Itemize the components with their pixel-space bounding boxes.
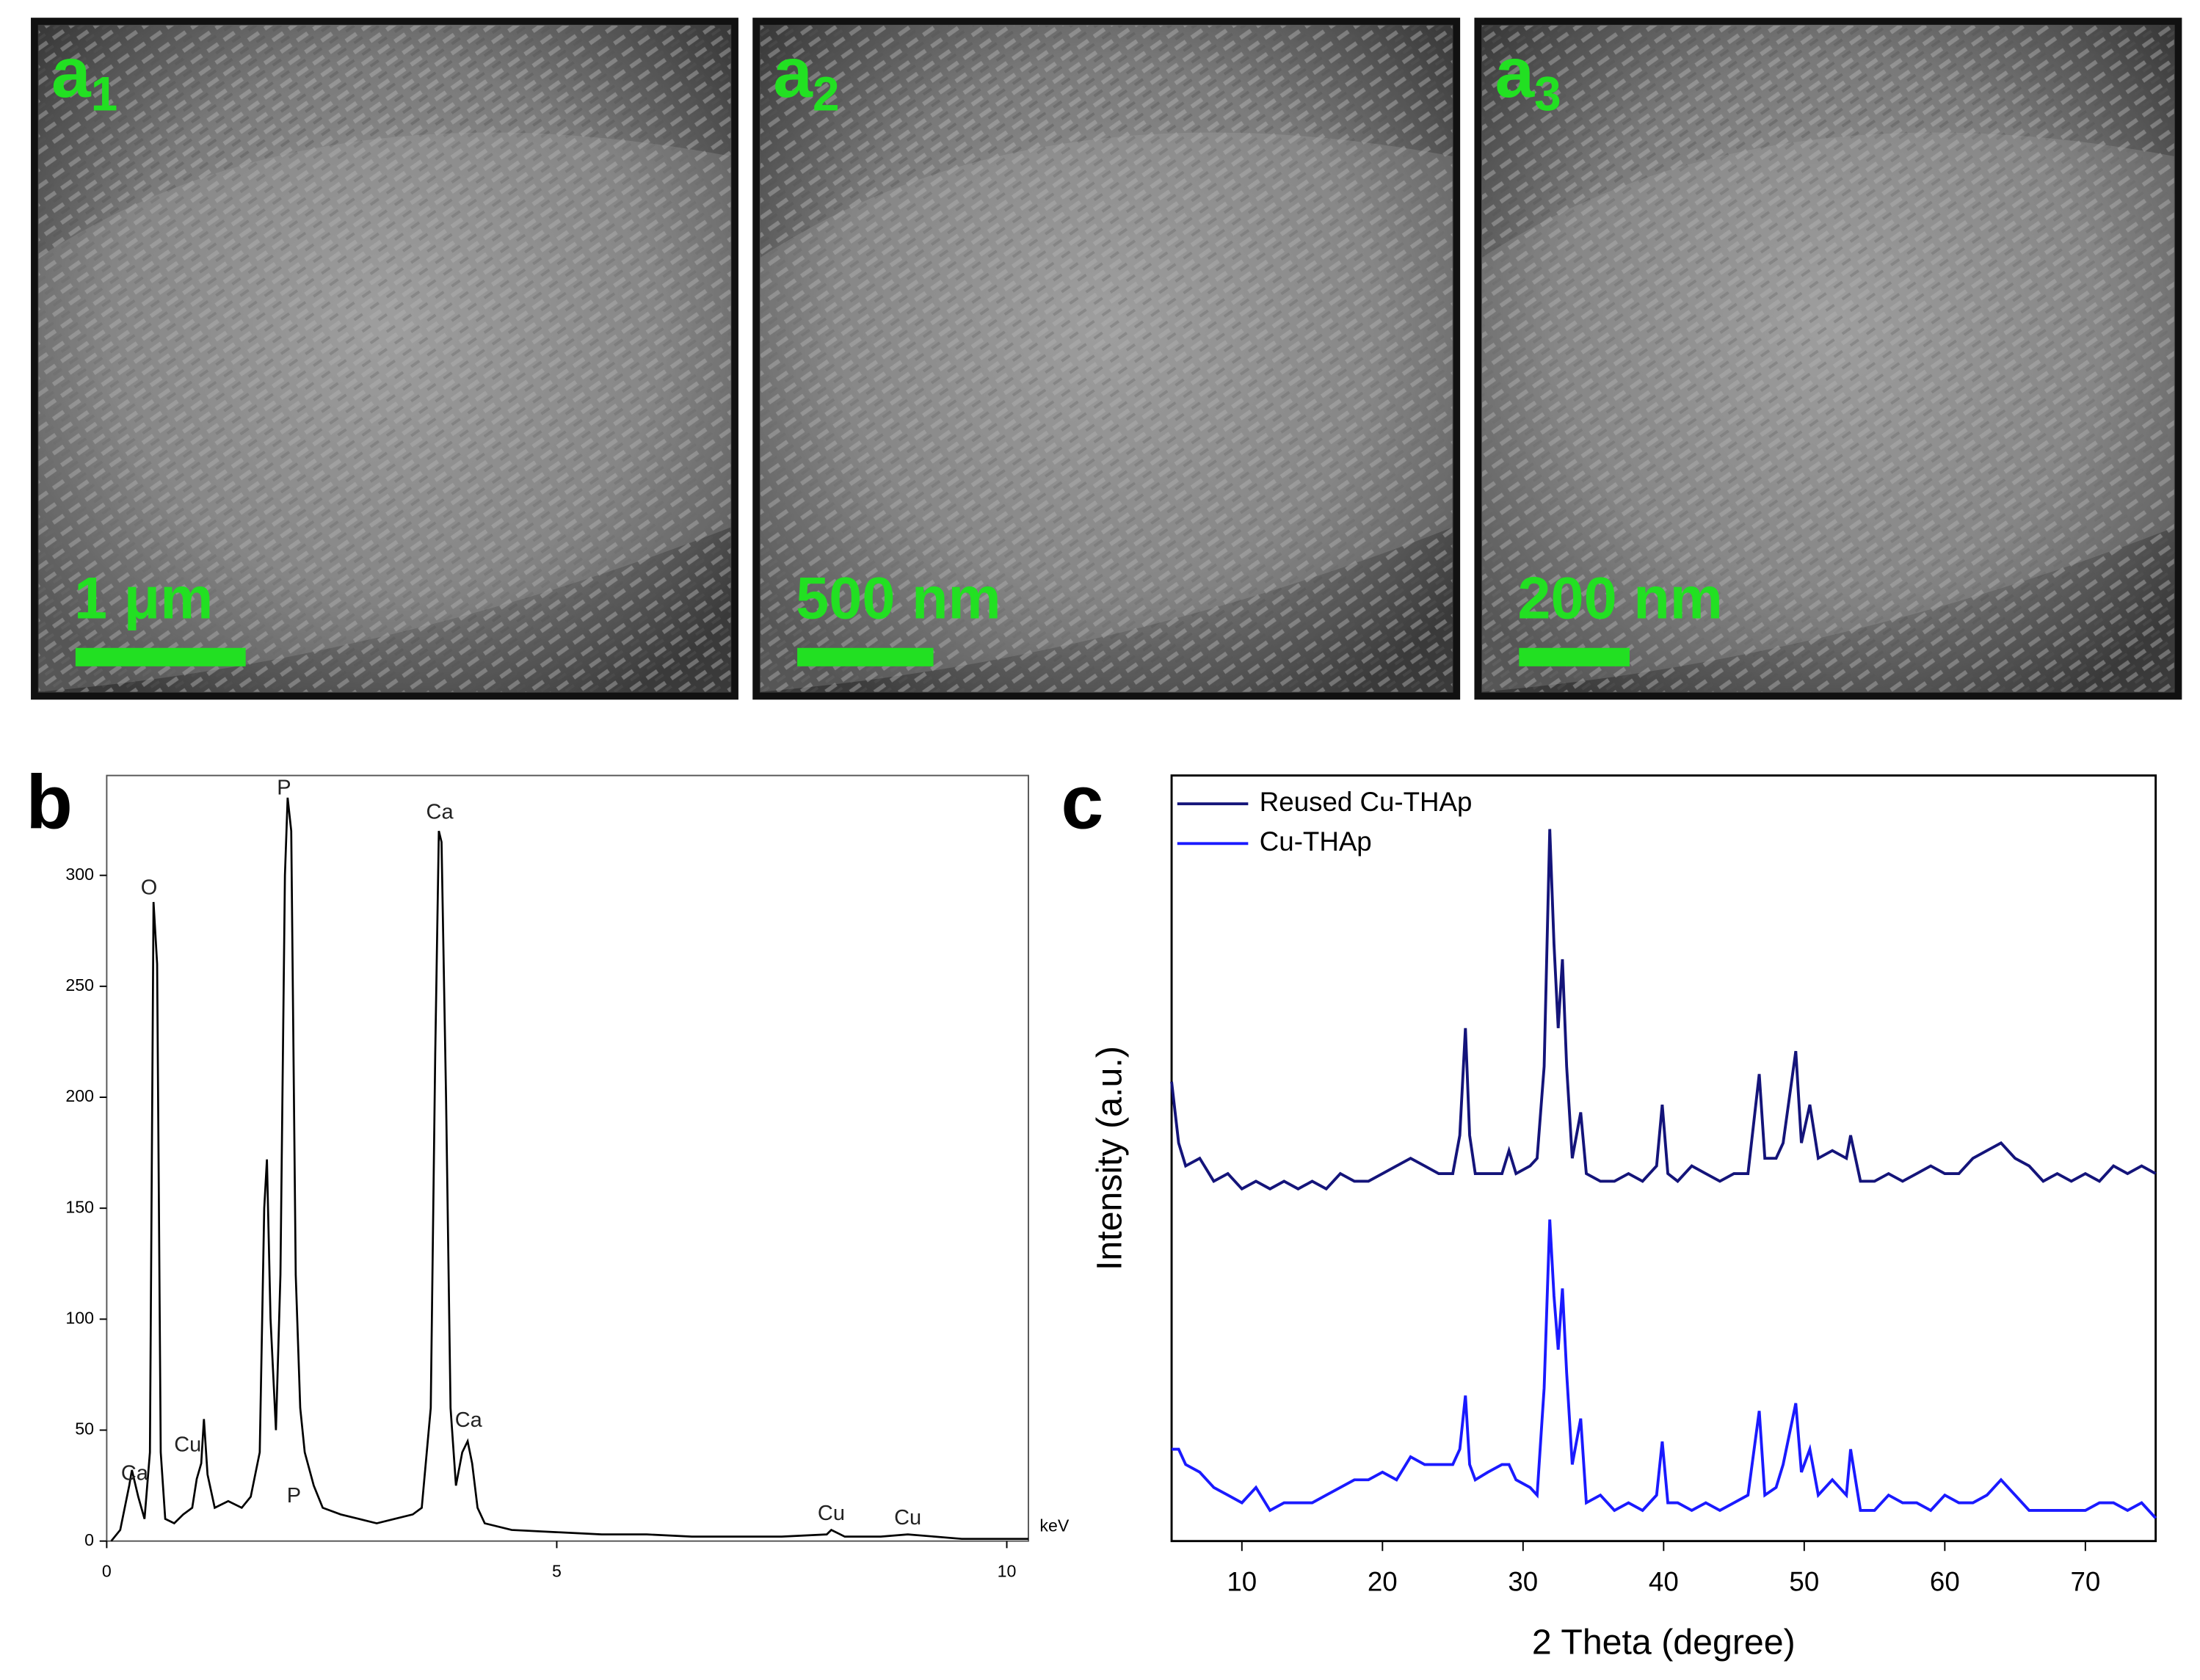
sem-texture	[38, 25, 731, 692]
x-tick-label: 10	[998, 1561, 1017, 1580]
scale-bar-label: 200 nm	[1517, 565, 1723, 631]
sem-fiber	[760, 132, 1453, 692]
y-axis-label: Intensity (a.u.)	[1090, 1046, 1130, 1270]
x-tick-label: 60	[1930, 1566, 1960, 1596]
peak-label: Ca	[121, 1462, 149, 1486]
panel-label: a1	[51, 34, 117, 121]
x-tick-label: 30	[1508, 1566, 1538, 1596]
sem-fiber	[38, 132, 731, 692]
peak-label: Ca	[426, 801, 454, 824]
series-line	[1170, 829, 2157, 1191]
scale-bar	[75, 647, 246, 666]
chart-panel-label: b	[26, 760, 73, 846]
y-tick-label: 150	[65, 1197, 94, 1216]
scale-bar-label: 1 μm	[74, 565, 213, 631]
x-axis-label: keV	[1039, 1516, 1069, 1535]
y-tick-label: 100	[65, 1308, 94, 1327]
plot-frame	[106, 774, 1029, 1542]
panel-letter: a	[51, 34, 92, 112]
series-line	[1172, 1219, 2157, 1519]
y-tick-label: 200	[65, 1086, 94, 1105]
scale-bar-label: 500 nm	[796, 565, 1001, 631]
chart-panel-label: c	[1061, 760, 1103, 846]
plot-frame	[1170, 774, 2157, 1543]
x-tick-label: 50	[1789, 1566, 1819, 1596]
y-tick-label: 250	[65, 975, 94, 994]
x-tick-label: 20	[1368, 1566, 1398, 1596]
panel-label: a2	[773, 34, 839, 121]
peak-label: O	[141, 876, 158, 899]
panel-label: a3	[1495, 34, 1561, 121]
x-tick-label: 70	[2070, 1566, 2100, 1596]
sem-texture	[1482, 25, 2174, 692]
scale-bar	[1519, 647, 1630, 666]
peak-label: P	[287, 1484, 301, 1508]
panel-letter: a	[1495, 34, 1535, 112]
panel-subscript: 1	[91, 68, 118, 121]
peak-label: Cu	[818, 1502, 845, 1525]
peak-label: P	[277, 776, 291, 799]
peak-label: Cu	[174, 1433, 201, 1456]
sem-fiber	[1482, 132, 2174, 692]
panel-subscript: 2	[813, 68, 840, 121]
panel-subscript: 3	[1534, 68, 1561, 121]
sem-texture	[760, 25, 1453, 692]
y-tick-label: 300	[65, 865, 94, 884]
y-tick-label: 0	[84, 1530, 94, 1549]
peak-label: Cu	[894, 1506, 921, 1530]
legend-label: Reused Cu-THAp	[1260, 787, 1473, 817]
x-tick-label: 0	[102, 1561, 112, 1580]
spectrum-line	[110, 797, 1028, 1542]
peak-label: Ca	[455, 1408, 483, 1432]
scale-bar	[797, 647, 934, 666]
x-tick-label: 10	[1227, 1566, 1257, 1596]
x-tick-label: 40	[1649, 1566, 1679, 1596]
x-axis-label: 2 Theta (degree)	[1532, 1622, 1796, 1662]
y-tick-label: 50	[75, 1419, 94, 1439]
panel-letter: a	[773, 34, 813, 112]
legend-label: Cu-THAp	[1260, 826, 1372, 857]
x-tick-label: 5	[552, 1561, 562, 1580]
